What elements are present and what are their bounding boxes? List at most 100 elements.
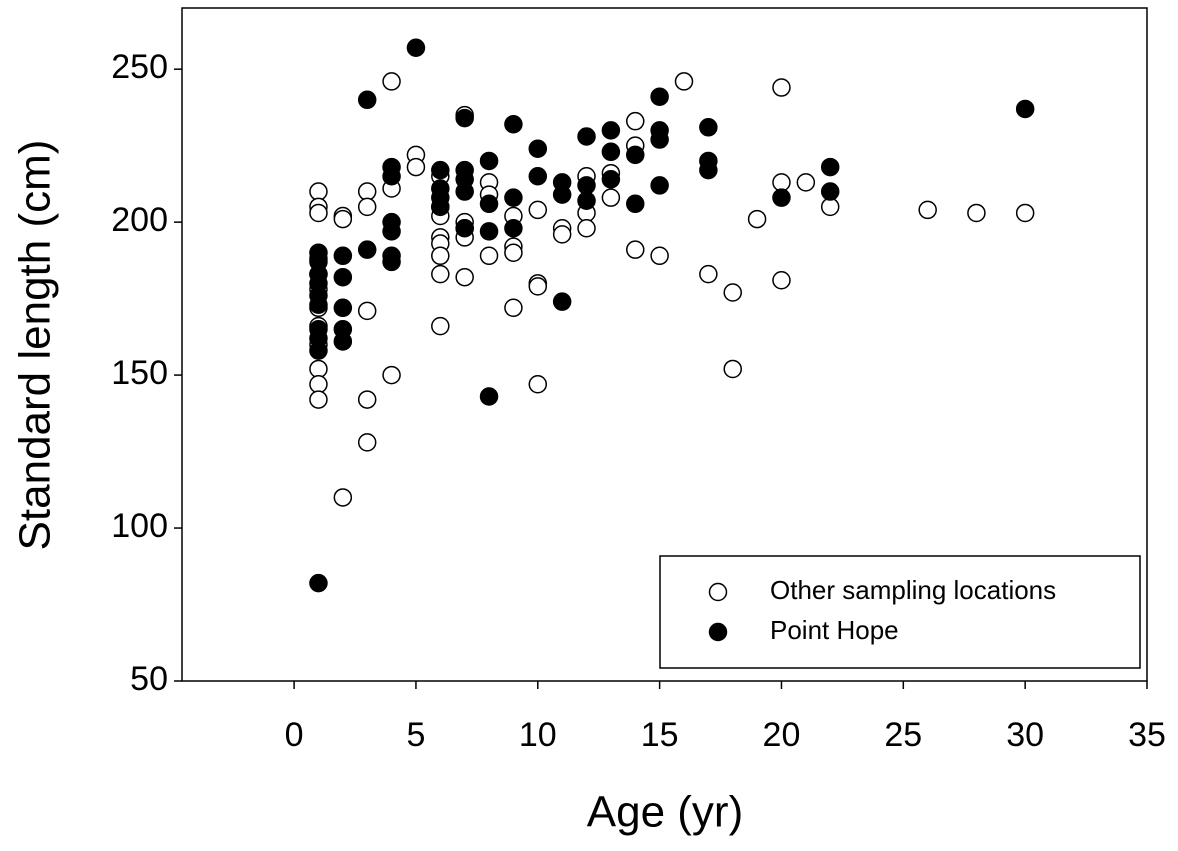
legend-box: [659, 555, 1141, 669]
point: [455, 267, 474, 287]
legend-marker: [708, 582, 728, 602]
point: [333, 488, 353, 507]
point: [577, 127, 596, 146]
point: [406, 38, 426, 58]
point: [333, 267, 353, 287]
point: [650, 87, 669, 106]
point: [357, 240, 377, 259]
point: [309, 203, 328, 223]
point: [357, 197, 377, 217]
x-tick-label: 20: [763, 716, 801, 754]
point: [333, 209, 353, 229]
point: [333, 332, 353, 351]
point: [650, 176, 669, 195]
y-tick-label: 50: [130, 660, 168, 698]
point: [820, 182, 840, 201]
point: [601, 121, 621, 140]
point: [479, 387, 499, 406]
legend-label: Other sampling locations: [770, 575, 1056, 605]
point: [382, 365, 401, 385]
point: [504, 188, 523, 207]
point: [357, 390, 377, 409]
point: [309, 295, 328, 314]
point: [479, 151, 499, 171]
point: [699, 118, 718, 137]
point: [479, 222, 499, 241]
point: [552, 225, 572, 244]
point: [528, 277, 548, 296]
point: [406, 157, 426, 177]
point: [650, 130, 669, 149]
point: [577, 219, 596, 238]
x-tick-label: 25: [884, 716, 922, 754]
point: [772, 78, 791, 97]
point: [723, 283, 742, 302]
point: [455, 182, 474, 201]
point: [479, 246, 499, 266]
point: [333, 246, 353, 266]
point: [552, 185, 572, 204]
point: [699, 160, 718, 180]
point: [504, 114, 523, 134]
y-tick-label: 250: [111, 48, 168, 86]
point: [382, 72, 401, 91]
y-tick-label: 150: [111, 354, 168, 392]
point: [504, 243, 523, 262]
point: [504, 298, 523, 318]
legend-marker: [708, 622, 728, 642]
point: [309, 375, 328, 394]
point: [479, 194, 499, 214]
point: [918, 200, 937, 220]
x-tick-label: 0: [285, 716, 304, 754]
point: [1015, 203, 1035, 223]
point: [528, 139, 548, 158]
point: [357, 182, 377, 201]
point: [796, 173, 816, 192]
legend-label: Point Hope: [770, 615, 899, 645]
point: [528, 375, 548, 394]
x-tick-label: 5: [406, 716, 425, 754]
x-tick-label: 35: [1128, 716, 1166, 754]
y-axis-label: Standard length (cm): [11, 140, 60, 551]
point: [309, 359, 328, 379]
point: [626, 111, 645, 131]
point: [309, 341, 328, 360]
x-axis-label: Age (yr): [587, 788, 743, 837]
point: [431, 160, 450, 180]
point: [455, 108, 474, 128]
point: [357, 301, 377, 321]
point: [309, 573, 328, 593]
point: [626, 194, 645, 214]
point: [577, 191, 596, 210]
point: [333, 298, 353, 318]
point: [528, 167, 548, 186]
point: [309, 390, 328, 409]
point: [820, 197, 840, 217]
point: [357, 433, 377, 452]
point: [357, 90, 377, 110]
point: [747, 209, 767, 229]
y-tick-label: 100: [111, 507, 168, 545]
x-tick-label: 15: [641, 716, 679, 754]
y-tick-label: 200: [111, 201, 168, 239]
x-tick-label: 30: [1006, 716, 1044, 754]
point: [699, 264, 718, 284]
point: [601, 188, 621, 207]
point: [455, 219, 474, 238]
point: [772, 271, 791, 290]
point: [382, 252, 401, 272]
point: [601, 142, 621, 162]
x-tick-label: 10: [519, 716, 557, 754]
plot-frame: [181, 7, 1148, 682]
point: [382, 167, 401, 186]
point: [820, 157, 840, 177]
point: [1015, 99, 1035, 119]
point: [309, 182, 328, 201]
point: [552, 292, 572, 311]
point: [650, 246, 669, 266]
point: [431, 246, 450, 266]
point: [601, 170, 621, 189]
point: [431, 264, 450, 284]
point: [626, 145, 645, 165]
point: [772, 173, 791, 192]
